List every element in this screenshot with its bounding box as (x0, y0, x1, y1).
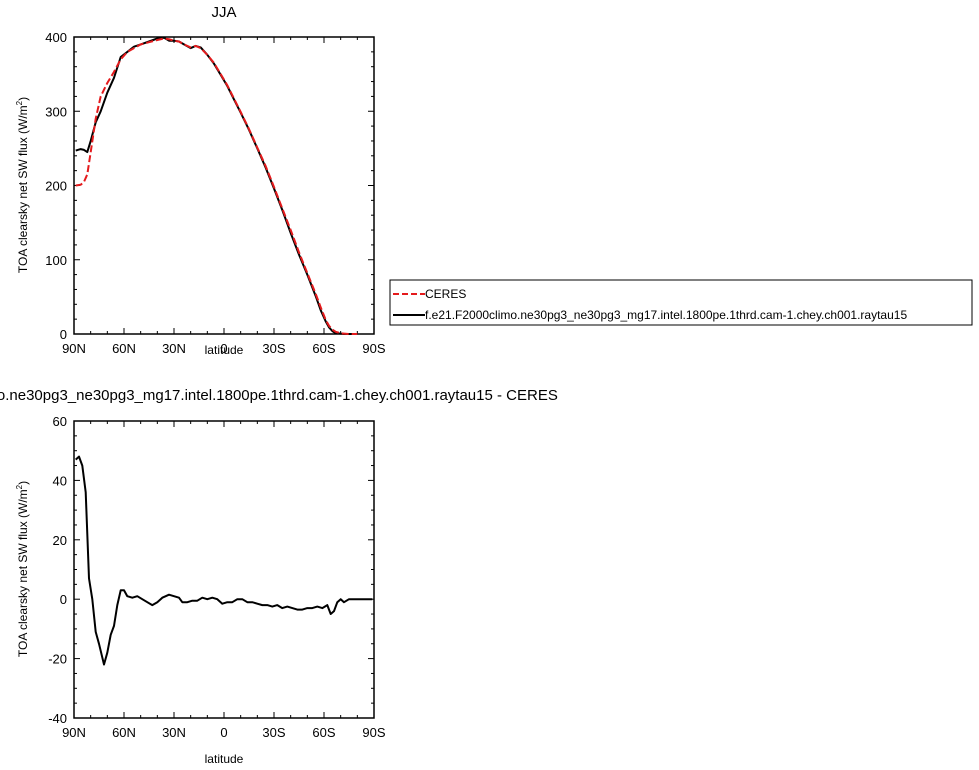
top-y-tick-label: 400 (45, 30, 67, 45)
top-x-tick-label: 0 (220, 341, 227, 356)
bottom-y-tick-label: 0 (60, 592, 67, 607)
bottom-x-tick-label: 60S (312, 725, 335, 740)
top-y-axis-title: TOA clearsky net SW flux (W/m2) (15, 97, 30, 273)
bottom-x-tick-label: 30N (162, 725, 186, 740)
top-x-tick-label: 60N (112, 341, 136, 356)
top-y-tick-label: 0 (60, 327, 67, 342)
top-x-axis-title: latitude (205, 343, 244, 357)
top-y-axis-title-sup: 2 (15, 100, 24, 105)
top-x-tick-labels: 90N 60N 30N 0 30S 60S 90S (62, 341, 386, 356)
top-y-tick-label: 200 (45, 179, 67, 194)
top-y-axis-title-close: ) (16, 97, 30, 101)
bottom-y-tick-labels: -40 -20 0 20 40 60 (48, 414, 67, 726)
bottom-x-tick-label: 30S (262, 725, 285, 740)
bottom-x-tick-labels: 90N 60N 30N 0 30S 60S 90S (62, 725, 386, 740)
bottom-y-tick-label: -20 (48, 652, 67, 667)
bottom-y-tick-label: 20 (53, 533, 67, 548)
bottom-plot-frame (73, 420, 375, 719)
bottom-x-tick-label: 0 (220, 725, 227, 740)
top-panel: JJA 90N 60N 30N 0 30S 60S 90S 0 100 200 300 400 la… (15, 4, 386, 357)
top-y-tick-label: 100 (45, 253, 67, 268)
top-y-tick-labels: 0 100 200 300 400 (45, 30, 67, 342)
bottom-x-tick-label: 60N (112, 725, 136, 740)
legend-box (389, 279, 973, 326)
bottom-y-axis-title-close: ) (16, 481, 30, 485)
top-x-tick-label: 60S (312, 341, 335, 356)
bottom-y-axis-title: TOA clearsky net SW flux (W/m2) (15, 481, 30, 657)
bottom-y-tick-label: 40 (53, 473, 67, 488)
bottom-x-tick-label: 90S (362, 725, 385, 740)
bottom-chart-title: f.e21.F2000climo.ne30pg3_ne30pg3_mg17.in… (0, 387, 558, 404)
bottom-y-tick-label: -40 (48, 711, 67, 726)
bottom-axis-ticks (73, 420, 375, 719)
top-series-line-model (75, 36, 358, 335)
bottom-y-tick-label: 60 (53, 414, 67, 429)
top-x-tick-label: 30N (162, 341, 186, 356)
top-x-tick-label: 30S (262, 341, 285, 356)
top-chart-title: JJA (211, 4, 236, 21)
top-y-tick-label: 300 (45, 104, 67, 119)
bottom-series-lines (75, 455, 373, 666)
top-series-line-ceres (75, 37, 358, 335)
bottom-x-tick-label: 90N (62, 725, 86, 740)
bottom-y-axis-title-sup: 2 (15, 484, 24, 489)
bottom-series-line-model (75, 455, 373, 666)
legend-label-ceres: CERES (425, 287, 466, 301)
bottom-x-axis-title: latitude (205, 752, 244, 766)
legend-label-model: f.e21.F2000climo.ne30pg3_ne30pg3_mg17.in… (425, 308, 907, 322)
top-x-tick-label: 90N (62, 341, 86, 356)
bottom-panel: f.e21.F2000climo.ne30pg3_ne30pg3_mg17.in… (0, 387, 558, 766)
legend: CERES f.e21.F2000climo.ne30pg3_ne30pg3_m… (389, 279, 973, 326)
top-x-tick-label: 90S (362, 341, 385, 356)
top-series-lines (75, 36, 358, 335)
bottom-y-axis-title-main: TOA clearsky net SW flux (W/m (16, 489, 30, 657)
top-y-axis-title-main: TOA clearsky net SW flux (W/m (16, 105, 30, 273)
